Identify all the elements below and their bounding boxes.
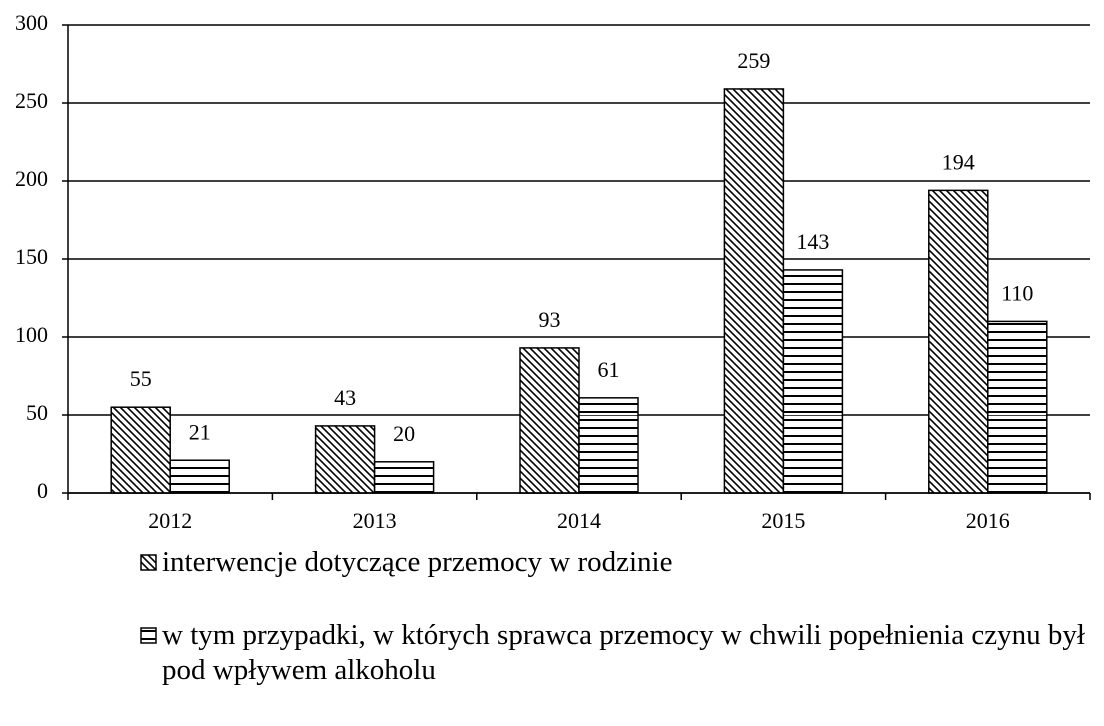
bar	[373, 461, 435, 494]
y-tick-label: 50	[26, 400, 48, 425]
legend-swatch	[140, 554, 157, 571]
legend-swatch-rect	[140, 627, 157, 644]
legend-label: w tym przypadki, w których sprawca przem…	[162, 619, 1085, 686]
value-label: 55	[130, 366, 152, 391]
y-tick-label: 100	[15, 322, 48, 347]
x-tick-label: 2013	[353, 508, 397, 533]
legend: interwencje dotyczące przemocy w rodzini…	[140, 545, 1100, 726]
bar	[519, 347, 580, 494]
legend-label: interwencje dotyczące przemocy w rodzini…	[162, 546, 673, 578]
x-tick-label: 2015	[761, 508, 805, 533]
y-tick-label: 200	[15, 166, 48, 191]
legend-swatch	[140, 627, 157, 644]
legend-entry: w tym przypadki, w których sprawca przem…	[140, 618, 1100, 688]
y-tick-label: 250	[15, 88, 48, 113]
value-label: 259	[737, 48, 770, 73]
x-tick-label: 2016	[966, 508, 1010, 533]
x-tick-label: 2012	[148, 508, 192, 533]
bar	[928, 189, 989, 494]
x-tick-label: 2014	[557, 508, 601, 533]
value-label: 93	[539, 307, 561, 332]
value-label: 110	[1001, 280, 1033, 305]
y-tick-label: 300	[15, 10, 48, 35]
legend-swatch-rect	[140, 554, 157, 571]
value-label: 143	[796, 229, 829, 254]
y-tick-label: 150	[15, 244, 48, 269]
value-label: 43	[334, 385, 356, 410]
y-tick-label: 0	[37, 478, 48, 503]
bar	[169, 459, 230, 494]
bar	[578, 397, 639, 494]
chart: 0 50 100 150 200 250 300 2012 55 21 2013 43 20 2014 93…	[15, 10, 1091, 533]
value-label: 61	[598, 357, 620, 382]
value-label: 194	[942, 149, 975, 174]
page: 0 50 100 150 200 250 300 2012 55 21 2013 43 20 2014 93…	[15, 10, 1091, 686]
bar	[987, 320, 1048, 494]
value-label: 21	[189, 419, 211, 444]
bar	[314, 425, 376, 494]
bar	[782, 269, 844, 494]
bar	[110, 406, 171, 494]
legend-entry: interwencje dotyczące przemocy w rodzini…	[140, 545, 1100, 580]
value-label: 20	[393, 421, 415, 446]
bar	[723, 88, 785, 494]
